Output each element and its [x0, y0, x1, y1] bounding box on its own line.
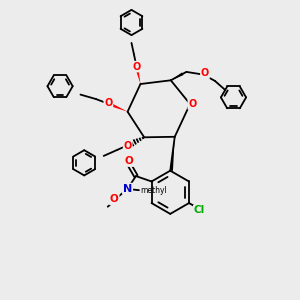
Polygon shape [135, 68, 140, 84]
Text: methyl: methyl [140, 186, 167, 195]
Text: O: O [104, 98, 112, 108]
Polygon shape [170, 137, 175, 171]
Text: O: O [110, 194, 119, 205]
Text: O: O [133, 61, 141, 72]
Text: O: O [201, 68, 209, 78]
Text: O: O [124, 141, 132, 151]
Text: N: N [123, 184, 132, 194]
Text: Cl: Cl [194, 205, 205, 215]
Polygon shape [171, 72, 184, 80]
Polygon shape [111, 104, 128, 112]
Text: O: O [125, 156, 134, 166]
Text: O: O [188, 99, 196, 109]
